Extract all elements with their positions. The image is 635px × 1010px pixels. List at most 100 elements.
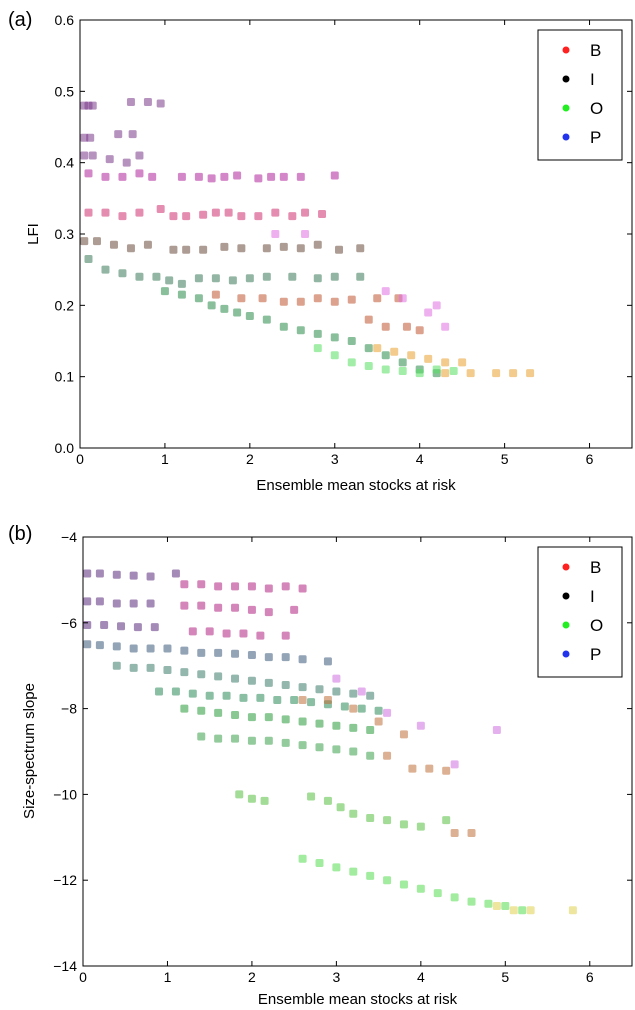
- data-point: [381, 322, 390, 331]
- data-point: [247, 676, 256, 685]
- data-point: [425, 764, 434, 773]
- data-point: [301, 230, 310, 238]
- x-tick-label: 5: [501, 451, 509, 467]
- data-point: [402, 322, 411, 331]
- legend-label: B: [590, 41, 601, 60]
- data-point: [399, 730, 408, 739]
- data-point: [450, 760, 459, 769]
- data-point: [374, 717, 383, 726]
- data-point: [467, 829, 476, 838]
- series-0: [80, 98, 165, 167]
- data-point: [214, 648, 223, 657]
- data-point: [235, 790, 244, 799]
- data-point: [237, 212, 246, 221]
- data-point: [197, 732, 206, 741]
- x-tick-label: 4: [417, 969, 425, 985]
- data-point: [330, 351, 339, 360]
- data-point: [332, 863, 341, 872]
- data-point: [492, 726, 501, 735]
- data-point: [188, 689, 197, 698]
- data-point: [254, 212, 263, 221]
- data-point: [146, 572, 155, 581]
- x-tick-label: 1: [161, 451, 169, 467]
- data-point: [381, 351, 390, 360]
- data-point: [129, 599, 138, 608]
- data-point: [264, 736, 273, 745]
- data-point: [408, 764, 417, 773]
- data-point: [264, 653, 273, 662]
- data-point: [214, 708, 223, 717]
- data-point: [197, 670, 206, 679]
- data-point: [383, 816, 392, 825]
- data-point: [340, 702, 349, 711]
- data-point: [349, 689, 358, 698]
- data-point: [415, 369, 424, 378]
- data-point: [323, 696, 332, 705]
- data-point: [349, 723, 358, 732]
- data-point: [152, 272, 161, 281]
- data-point: [197, 580, 206, 589]
- data-point: [301, 208, 310, 217]
- data-point: [180, 580, 189, 589]
- series-9: [271, 230, 450, 331]
- data-point: [383, 708, 392, 717]
- data-point: [267, 172, 276, 181]
- data-point: [83, 620, 92, 629]
- series-7: [298, 696, 476, 838]
- data-point: [199, 210, 208, 219]
- data-point: [398, 358, 407, 367]
- legend-label: O: [590, 616, 603, 635]
- data-point: [374, 706, 383, 715]
- series-8: [313, 344, 458, 378]
- data-point: [264, 584, 273, 593]
- y-tick-label: −14: [53, 958, 77, 974]
- data-point: [288, 212, 297, 221]
- x-tick-label: 3: [332, 969, 340, 985]
- data-point: [112, 661, 121, 670]
- data-point: [83, 597, 92, 606]
- data-point: [101, 265, 110, 274]
- data-point: [373, 294, 382, 303]
- data-point: [129, 644, 138, 653]
- data-point: [224, 208, 233, 217]
- data-point: [180, 704, 189, 713]
- data-point: [332, 674, 341, 683]
- data-point: [211, 208, 220, 217]
- data-point: [133, 623, 142, 632]
- data-point: [518, 906, 527, 915]
- data-point: [264, 608, 273, 617]
- data-point: [220, 242, 229, 251]
- data-point: [407, 351, 416, 360]
- data-point: [381, 287, 390, 296]
- series-1: [84, 169, 339, 183]
- data-point: [171, 569, 180, 578]
- legend-marker: [562, 46, 570, 54]
- data-point: [247, 794, 256, 803]
- data-point: [415, 326, 424, 335]
- plot-frame: [82, 536, 633, 967]
- x-tick-label: 0: [79, 969, 87, 985]
- data-point: [214, 582, 223, 591]
- data-point: [84, 169, 93, 178]
- data-point: [281, 653, 290, 662]
- data-point: [247, 713, 256, 722]
- data-point: [95, 597, 104, 606]
- data-point: [449, 366, 458, 375]
- data-point: [84, 208, 93, 217]
- data-point: [357, 687, 366, 696]
- data-point: [118, 269, 127, 278]
- data-point: [347, 295, 356, 304]
- data-point: [171, 687, 180, 696]
- data-point: [231, 711, 240, 720]
- legend-label: B: [590, 558, 601, 577]
- x-tick-label: 6: [586, 451, 594, 467]
- y-tick-label: −4: [61, 529, 77, 545]
- y-tick-label: 0.3: [55, 226, 75, 242]
- series-9: [298, 854, 527, 915]
- data-point: [296, 326, 305, 335]
- data-point: [180, 601, 189, 610]
- data-point: [122, 158, 131, 167]
- data-point: [247, 605, 256, 614]
